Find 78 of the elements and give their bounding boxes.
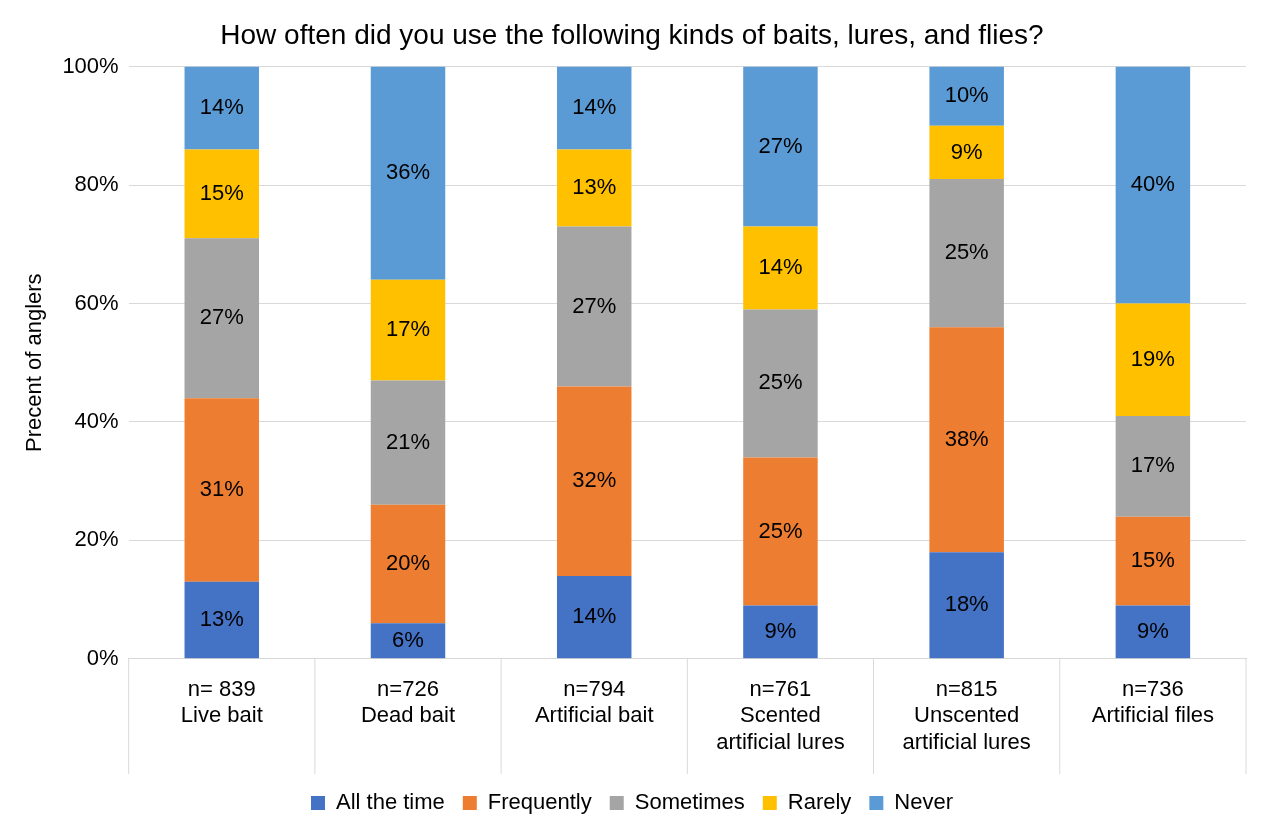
data-label: 9%: [950, 138, 983, 164]
bar: [1115, 516, 1191, 606]
x-tick-label: n=794 Artificial bait: [534, 676, 654, 728]
bar: [184, 149, 260, 239]
data-label: 17%: [385, 316, 431, 342]
bar: [556, 149, 632, 227]
data-label: 10%: [944, 82, 989, 108]
bar: [184, 238, 260, 399]
bar: [556, 386, 632, 576]
data-label: 13%: [572, 174, 617, 200]
y-axis-title: Precent of anglers: [21, 273, 47, 452]
data-label: 27%: [758, 132, 803, 158]
bar: [743, 605, 818, 659]
data-label: 40%: [1130, 171, 1175, 197]
data-label: 31%: [199, 476, 244, 502]
data-label: 25%: [944, 239, 989, 265]
legend-label: Rarely: [787, 789, 852, 815]
y-tick-label: 80%: [74, 171, 119, 197]
bar: [1115, 605, 1191, 659]
x-tick-label: n=736 Artificial files: [1091, 676, 1215, 728]
bar: [184, 66, 260, 150]
bar: [556, 66, 632, 150]
y-tick-label: 40%: [74, 407, 119, 433]
data-label: 38%: [944, 425, 989, 451]
data-label: 17%: [1130, 452, 1175, 478]
x-tick-label: n=761 Scented artificial lures: [716, 676, 845, 754]
data-label: 32%: [572, 467, 617, 493]
bar: [370, 66, 446, 280]
legend-label: Sometimes: [634, 789, 745, 815]
data-label: 25%: [758, 369, 803, 395]
bar: [1115, 416, 1191, 517]
data-label: 25%: [758, 517, 803, 543]
bar: [370, 279, 446, 381]
bar: [1115, 303, 1191, 416]
bar: [929, 327, 1004, 553]
bar: [184, 581, 260, 659]
x-tick-label: n=815 Unscented artificial lures: [902, 676, 1031, 754]
data-label: 15%: [1130, 547, 1175, 573]
bar: [929, 552, 1004, 659]
bar: [556, 226, 632, 387]
bar: [743, 66, 818, 227]
bar: [929, 125, 1004, 180]
data-label: 9%: [764, 617, 797, 643]
data-label: 19%: [1130, 345, 1175, 371]
bar: [370, 380, 446, 505]
data-label: 13%: [199, 606, 244, 632]
bar: [743, 226, 818, 310]
data-label: 18%: [944, 591, 989, 617]
data-label: 27%: [572, 292, 617, 318]
data-label: 14%: [572, 603, 617, 629]
data-label: 14%: [199, 94, 244, 120]
data-label: 21%: [385, 428, 431, 454]
data-label: 27%: [199, 304, 244, 330]
bar: [1115, 66, 1191, 304]
y-tick-label: 0%: [86, 644, 119, 670]
data-label: 15%: [199, 179, 244, 205]
bar: [184, 398, 260, 582]
data-label: 36%: [385, 159, 431, 185]
y-tick-label: 100%: [62, 52, 119, 78]
bar: [370, 504, 446, 624]
bar: [929, 66, 1004, 126]
data-label: 14%: [572, 94, 617, 120]
chart-title: How often did you use the following kinds of baits, lures, and flies?: [220, 18, 1044, 50]
data-label: 6%: [392, 626, 424, 652]
legend-label: Never: [894, 789, 954, 815]
data-label: 20%: [385, 550, 431, 576]
bar: [743, 457, 818, 606]
bar: [929, 179, 1004, 328]
y-tick-label: 20%: [74, 526, 119, 552]
x-tick-label: n=726 Dead bait: [360, 676, 456, 728]
data-label: 14%: [758, 254, 803, 280]
bar: [556, 575, 632, 659]
bar: [743, 309, 818, 458]
x-tick-label: n= 839 Live bait: [180, 676, 263, 728]
legend-label: Frequently: [487, 789, 592, 815]
legend-label: All the time: [335, 789, 445, 815]
y-tick-label: 60%: [74, 289, 119, 315]
data-label: 9%: [1136, 617, 1169, 643]
